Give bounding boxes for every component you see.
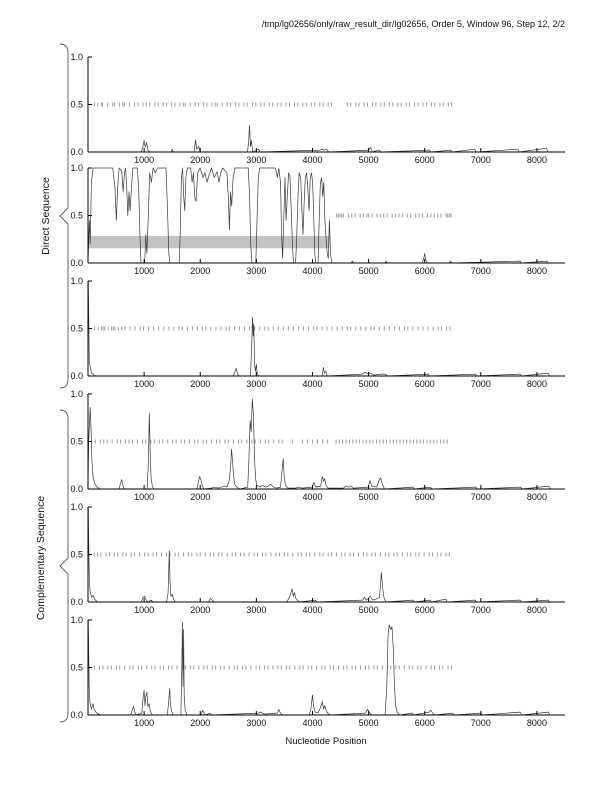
threshold-marks — [94, 326, 451, 331]
threshold-marks — [94, 439, 448, 444]
tick-label: 4000 — [302, 718, 322, 728]
tick-label: 1.0 — [70, 389, 83, 399]
tick-label: 3000 — [246, 155, 266, 165]
panel-direct-frame-2: 0.0 0.5 1.0 1000 2000 3000 4000 5000 6000 7000 800… — [70, 163, 565, 276]
tick-label: 1.0 — [70, 502, 83, 512]
tick-label: 6000 — [415, 379, 435, 389]
tick-label: 0.5 — [70, 663, 83, 673]
tick-label: 1000 — [134, 605, 154, 615]
tick-label: 4000 — [302, 379, 322, 389]
panel-axes — [87, 619, 565, 716]
tick-label: 2000 — [190, 266, 210, 276]
panel-direct-frame-1: 0.0 0.5 1.0 1000 2000 3000 4000 5000 6000 7000 800… — [70, 52, 565, 165]
tick-label: 0.0 — [70, 484, 83, 494]
tick-label: 7000 — [471, 605, 491, 615]
tick-label: 0.0 — [70, 258, 83, 268]
tick-label: 0.5 — [70, 437, 83, 447]
tick-label: 2000 — [190, 379, 210, 389]
tick-label: 8000 — [527, 492, 547, 502]
tick-label: 4000 — [302, 266, 322, 276]
tick-label: 1000 — [134, 155, 154, 165]
tick-label: 6000 — [415, 718, 435, 728]
threshold-marks — [93, 552, 450, 557]
tick-label: 5000 — [359, 155, 379, 165]
score-curve — [88, 125, 564, 153]
tick-label: 5000 — [359, 605, 379, 615]
tick-label: 6000 — [415, 492, 435, 502]
tick-label: 5000 — [359, 492, 379, 502]
tick-label: 0.0 — [70, 710, 83, 720]
plot-title: /tmp/lg02656/only/raw_result_dir/lg02656… — [261, 19, 565, 29]
panel-direct-frame-3: 0.0 0.5 1.0 1000 2000 3000 4000 5000 6000 7000 800… — [70, 276, 565, 389]
tick-label: 2000 — [190, 718, 210, 728]
score-curve — [87, 167, 564, 264]
tick-label: 6000 — [415, 266, 435, 276]
tick-label: 0.5 — [70, 211, 83, 221]
panel-complementary-frame-1: 0.0 0.5 1.0 1000 2000 3000 4000 5000 6000 7000 800… — [70, 389, 565, 502]
tick-label: 8000 — [527, 266, 547, 276]
panel-axes — [87, 393, 565, 490]
tick-label: 1000 — [134, 379, 154, 389]
tick-label: 1.0 — [70, 276, 83, 286]
score-curve — [87, 506, 564, 603]
threshold-marks — [93, 102, 453, 107]
tick-label: 1.0 — [70, 163, 83, 173]
tick-label: 7000 — [471, 379, 491, 389]
panel-axes — [87, 167, 565, 264]
threshold-marks — [93, 665, 452, 670]
tick-label: 6000 — [415, 605, 435, 615]
tick-label: 0.0 — [70, 597, 83, 607]
tick-label: 4000 — [302, 605, 322, 615]
panel-complementary-frame-2: 0.0 0.5 1.0 1000 2000 3000 4000 5000 6000 7000 800… — [70, 502, 565, 615]
panel-axes — [87, 56, 565, 153]
tick-label: 7000 — [471, 266, 491, 276]
threshold-band — [88, 235, 330, 249]
tick-label: 0.5 — [70, 550, 83, 560]
complementary-sequence-group-label: Complementary Sequence — [35, 495, 47, 621]
tick-label: 8000 — [527, 718, 547, 728]
tick-label: 5000 — [359, 379, 379, 389]
tick-label: 7000 — [471, 155, 491, 165]
tick-label: 5000 — [359, 718, 379, 728]
tick-label: 5000 — [359, 266, 379, 276]
tick-label: 2000 — [190, 605, 210, 615]
direct-sequence-group-label: Direct Sequence — [40, 177, 52, 255]
score-curve — [87, 619, 564, 716]
tick-label: 8000 — [527, 605, 547, 615]
tick-label: 8000 — [527, 379, 547, 389]
tick-label: 3000 — [246, 379, 266, 389]
panel-axes — [87, 280, 565, 377]
score-curve — [87, 398, 564, 490]
tick-label: 1.0 — [70, 615, 83, 625]
tick-label: 0.5 — [70, 324, 83, 334]
tick-label: 0.5 — [70, 100, 83, 110]
tick-label: 7000 — [471, 492, 491, 502]
complementary-sequence-brace — [59, 409, 69, 723]
score-curve — [87, 280, 564, 377]
tick-label: 1.0 — [70, 52, 83, 62]
tick-label: 4000 — [302, 155, 322, 165]
tick-label: 1000 — [134, 718, 154, 728]
panel-complementary-frame-3: 0.0 0.5 1.0 1000 2000 3000 4000 5000 6000 7000 800… — [70, 615, 565, 728]
tick-label: 1000 — [134, 492, 154, 502]
tick-label: 3000 — [246, 605, 266, 615]
x-axis-label: Nucleotide Position — [285, 736, 367, 747]
panel-axes — [87, 506, 565, 603]
direct-sequence-brace — [59, 43, 69, 389]
tick-label: 3000 — [246, 492, 266, 502]
tick-label: 3000 — [246, 266, 266, 276]
tick-label: 6000 — [415, 155, 435, 165]
tick-label: 2000 — [190, 155, 210, 165]
threshold-marks — [336, 213, 452, 218]
tick-label: 2000 — [190, 492, 210, 502]
tick-label: 8000 — [527, 155, 547, 165]
tick-label: 7000 — [471, 718, 491, 728]
tick-label: 4000 — [302, 492, 322, 502]
tick-label: 3000 — [246, 718, 266, 728]
tick-label: 1000 — [134, 266, 154, 276]
tick-label: 0.0 — [70, 147, 83, 157]
tick-label: 0.0 — [70, 371, 83, 381]
